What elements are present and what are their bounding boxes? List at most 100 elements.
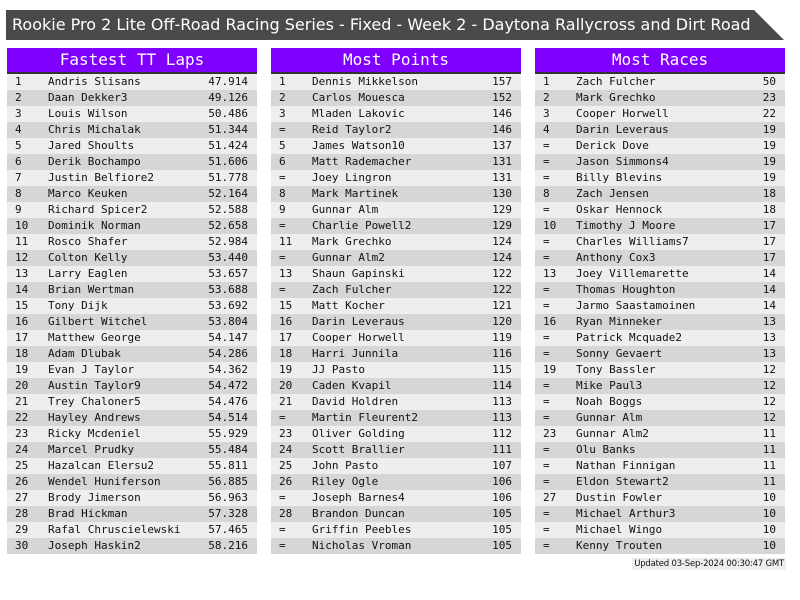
name-cell: Brandon Duncan (312, 507, 405, 520)
rank-cell: = (543, 155, 550, 168)
table-row: 13 Joey Villemarette 14 (535, 266, 785, 282)
rank-cell: 19 (15, 363, 29, 376)
value-cell: 124 (492, 235, 512, 248)
value-cell: 53.804 (208, 315, 248, 328)
name-cell: Adam Dlubak (48, 347, 121, 360)
rank-cell: 3 (279, 107, 286, 120)
rank-cell: 11 (279, 235, 293, 248)
name-cell: Harri Junnila (312, 347, 399, 360)
table-row: = Jarmo Saastamoinen 14 (535, 298, 785, 314)
table-row: 28 Brad Hickman 57.328 (7, 506, 257, 522)
name-cell: Timothy J Moore (576, 219, 676, 232)
name-cell: Zach Fulcher (576, 75, 656, 88)
value-cell: 113 (492, 395, 512, 408)
rank-cell: = (543, 235, 550, 248)
value-cell: 56.963 (208, 491, 248, 504)
value-cell: 54.286 (208, 347, 248, 360)
table-row: 24 Scott Brallier 111 (271, 442, 521, 458)
table-row: 21 Trey Chaloner5 54.476 (7, 394, 257, 410)
rank-cell: 4 (543, 123, 550, 136)
name-cell: Gunnar Alm2 (312, 251, 385, 264)
value-cell: 51.424 (208, 139, 248, 152)
rank-cell: 18 (15, 347, 29, 360)
name-cell: Tony Bassler (576, 363, 656, 376)
value-cell: 55.484 (208, 443, 248, 456)
rank-cell: 5 (15, 139, 22, 152)
value-cell: 14 (762, 299, 776, 312)
table-row: 15 Matt Kocher 121 (271, 298, 521, 314)
rank-cell: 2 (15, 91, 22, 104)
table-row: 3 Louis Wilson 50.486 (7, 106, 257, 122)
rank-cell: 21 (15, 395, 29, 408)
rank-cell: 15 (15, 299, 29, 312)
table-row: 22 Hayley Andrews 54.514 (7, 410, 257, 426)
rank-cell: 9 (15, 203, 22, 216)
value-cell: 11 (762, 443, 776, 456)
rank-cell: 9 (279, 203, 286, 216)
table-row: 18 Adam Dlubak 54.286 (7, 346, 257, 362)
table-row: 30 Joseph Haskin2 58.216 (7, 538, 257, 554)
name-cell: Dennis Mikkelson (312, 75, 418, 88)
name-cell: Tony Dijk (48, 299, 108, 312)
rank-cell: = (543, 379, 550, 392)
value-cell: 58.216 (208, 539, 248, 552)
name-cell: Larry Eaglen (48, 267, 128, 280)
rank-cell: = (543, 203, 550, 216)
table-row: = Nathan Finnigan 11 (535, 458, 785, 474)
rank-cell: 12 (15, 251, 29, 264)
rank-cell: 24 (279, 443, 293, 456)
rank-cell: = (543, 539, 550, 552)
table-row: 23 Gunnar Alm2 11 (535, 426, 785, 442)
table-row: = Gunnar Alm2 124 (271, 250, 521, 266)
value-cell: 116 (492, 347, 512, 360)
rank-cell: 11 (15, 235, 29, 248)
table-row: 8 Zach Jensen 18 (535, 186, 785, 202)
table-row: 4 Chris Michalak 51.344 (7, 122, 257, 138)
table-row: 20 Caden Kvapil 114 (271, 378, 521, 394)
value-cell: 49.126 (208, 91, 248, 104)
rank-cell: 13 (15, 267, 29, 280)
table-row: 7 Justin Belfiore2 51.778 (7, 170, 257, 186)
name-cell: Brian Wertman (48, 283, 135, 296)
table-row: 27 Dustin Fowler 10 (535, 490, 785, 506)
rank-cell: 17 (279, 331, 293, 344)
value-cell: 17 (762, 251, 776, 264)
table-row: = Nicholas Vroman 105 (271, 538, 521, 554)
table-heading: Fastest TT Laps (7, 48, 257, 74)
value-cell: 130 (492, 187, 512, 200)
rank-cell: = (543, 251, 550, 264)
most-points-table: Most Points 1 Dennis Mikkelson 157 2 Carlos … (271, 48, 521, 554)
table-row: = Charles Williams7 17 (535, 234, 785, 250)
table-row: 19 Tony Bassler 12 (535, 362, 785, 378)
name-cell: James Watson10 (312, 139, 405, 152)
rank-cell: 23 (543, 427, 557, 440)
table-row: 8 Mark Martinek 130 (271, 186, 521, 202)
name-cell: JJ Pasto (312, 363, 365, 376)
rank-cell: 17 (15, 331, 29, 344)
value-cell: 107 (492, 459, 512, 472)
value-cell: 10 (762, 523, 776, 536)
value-cell: 11 (762, 459, 776, 472)
value-cell: 131 (492, 171, 512, 184)
name-cell: Noah Boggs (576, 395, 643, 408)
value-cell: 131 (492, 155, 512, 168)
value-cell: 122 (492, 283, 512, 296)
value-cell: 52.588 (208, 203, 248, 216)
name-cell: Ryan Minneker (576, 315, 663, 328)
value-cell: 112 (492, 427, 512, 440)
value-cell: 13 (762, 331, 776, 344)
value-cell: 119 (492, 331, 512, 344)
table-row: 19 Evan J Taylor 54.362 (7, 362, 257, 378)
value-cell: 54.476 (208, 395, 248, 408)
rank-cell: 21 (279, 395, 293, 408)
name-cell: Sonny Gevaert (576, 347, 663, 360)
table-row: = Zach Fulcher 122 (271, 282, 521, 298)
table-row: 16 Darin Leveraus 120 (271, 314, 521, 330)
value-cell: 53.657 (208, 267, 248, 280)
value-cell: 137 (492, 139, 512, 152)
value-cell: 13 (762, 315, 776, 328)
name-cell: Austin Taylor9 (48, 379, 141, 392)
value-cell: 53.688 (208, 283, 248, 296)
name-cell: Gilbert Witchel (48, 315, 148, 328)
name-cell: Dominik Norman (48, 219, 141, 232)
